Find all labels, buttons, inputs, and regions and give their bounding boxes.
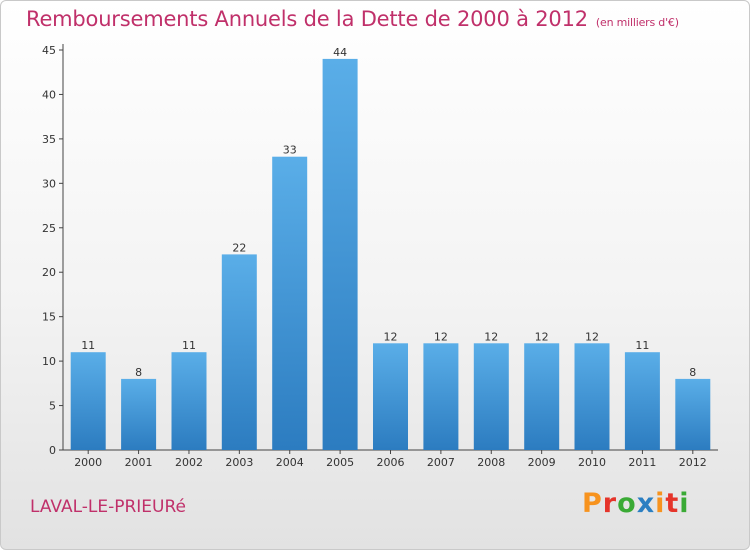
x-tick-label: 2006 bbox=[377, 456, 405, 469]
bar bbox=[272, 156, 308, 450]
logo-letter: i bbox=[679, 488, 690, 519]
bar-value-label: 11 bbox=[182, 339, 196, 352]
commune-name: LAVAL-LE-PRIEURé bbox=[30, 497, 186, 517]
bar-value-label: 33 bbox=[283, 144, 297, 157]
bar bbox=[121, 378, 157, 450]
x-tick-label: 2009 bbox=[528, 456, 556, 469]
bar bbox=[322, 58, 358, 451]
logo-letter: o bbox=[617, 488, 637, 519]
bar-value-label: 12 bbox=[585, 330, 599, 343]
bar bbox=[473, 343, 509, 450]
proxiti-logo: Proxiti bbox=[582, 488, 690, 519]
bar bbox=[373, 343, 408, 450]
title-text: Remboursements Annuels de la Dette de 20… bbox=[26, 7, 588, 31]
bar bbox=[624, 352, 660, 450]
y-tick-label: 5 bbox=[49, 400, 56, 413]
y-tick-label: 30 bbox=[42, 177, 56, 190]
bar-value-label: 8 bbox=[689, 366, 696, 379]
bar-value-label: 12 bbox=[434, 330, 448, 343]
chart-title: Remboursements Annuels de la Dette de 20… bbox=[26, 7, 679, 31]
unit-label: (en milliers d'€) bbox=[595, 16, 679, 29]
y-tick-label: 0 bbox=[49, 444, 56, 457]
x-tick-label: 2007 bbox=[427, 456, 455, 469]
logo-letter: t bbox=[665, 488, 680, 519]
bar-value-label: 44 bbox=[333, 46, 347, 59]
x-tick-label: 2000 bbox=[74, 456, 102, 469]
x-tick-label: 2008 bbox=[477, 456, 505, 469]
x-tick-label: 2002 bbox=[175, 456, 203, 469]
bar-value-label: 11 bbox=[635, 339, 649, 352]
bar-value-label: 12 bbox=[484, 330, 498, 343]
y-tick-label: 25 bbox=[42, 222, 56, 235]
y-tick-label: 35 bbox=[42, 133, 56, 146]
y-tick-label: 40 bbox=[42, 88, 56, 101]
bar bbox=[675, 378, 711, 450]
bar-value-label: 8 bbox=[135, 366, 142, 379]
y-tick-label: 15 bbox=[42, 311, 56, 324]
logo-letter: x bbox=[636, 488, 656, 519]
bar bbox=[171, 352, 207, 450]
y-tick-label: 10 bbox=[42, 355, 56, 368]
bar-value-label: 11 bbox=[81, 339, 95, 352]
bar-value-label: 12 bbox=[535, 330, 549, 343]
x-tick-label: 2012 bbox=[679, 456, 707, 469]
y-tick-label: 45 bbox=[42, 44, 56, 57]
logo-letter: r bbox=[602, 488, 618, 519]
logo-letter: P bbox=[582, 488, 603, 519]
bar bbox=[423, 343, 459, 450]
logo-letter: i bbox=[655, 488, 666, 519]
bar bbox=[574, 343, 610, 450]
bar-value-label: 22 bbox=[232, 241, 246, 254]
x-tick-label: 2005 bbox=[326, 456, 354, 469]
bar bbox=[70, 352, 106, 450]
x-tick-label: 2003 bbox=[225, 456, 253, 469]
x-tick-label: 2011 bbox=[628, 456, 656, 469]
y-tick-label: 20 bbox=[42, 266, 56, 279]
bar bbox=[524, 343, 560, 450]
x-tick-label: 2010 bbox=[578, 456, 606, 469]
x-tick-label: 2004 bbox=[276, 456, 304, 469]
x-tick-label: 2001 bbox=[125, 456, 153, 469]
bar bbox=[221, 254, 257, 450]
bar-value-label: 12 bbox=[384, 330, 398, 343]
